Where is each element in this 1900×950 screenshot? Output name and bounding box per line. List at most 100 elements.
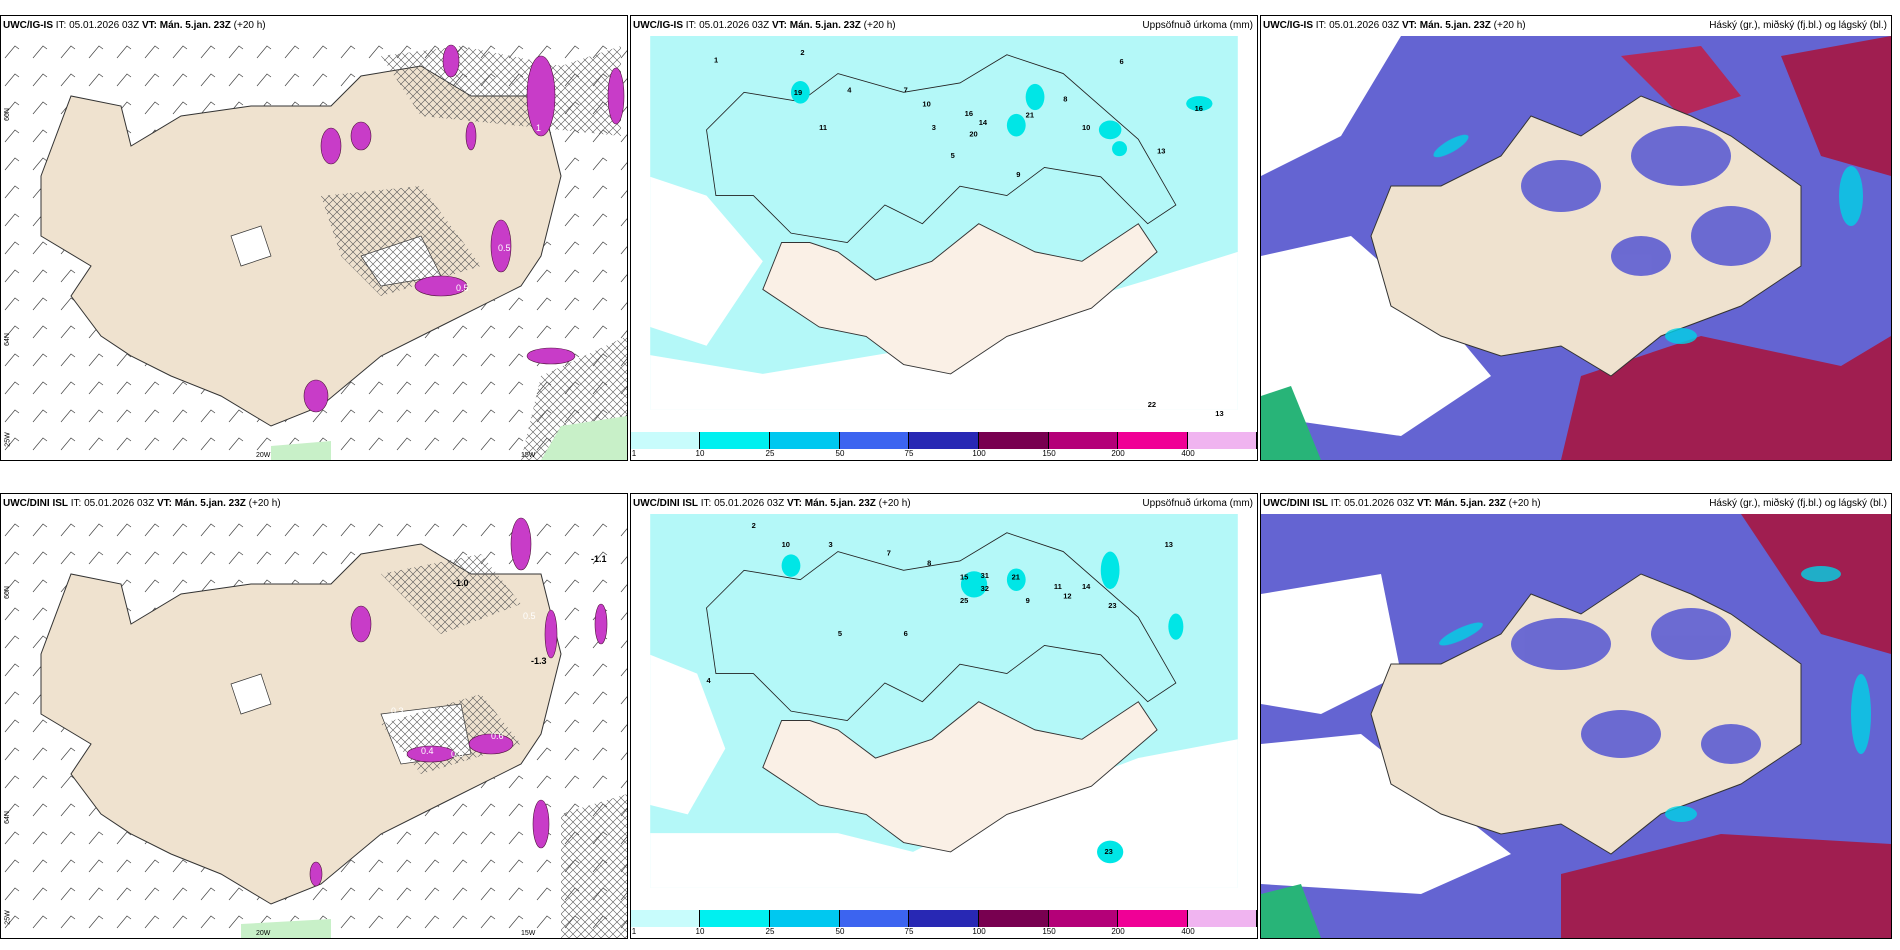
iceland-landmass — [762, 223, 1158, 375]
precip-value: 13 — [1157, 146, 1165, 155]
init-time: IT: 05.01.2026 03Z — [70, 498, 155, 509]
model-name: UWC/DINI ISL — [3, 498, 68, 509]
field-title: Háský (gr.), miðský (fj.bl.) og lágský (… — [1709, 20, 1887, 31]
cbar-swatch — [700, 910, 770, 927]
precip-value: 3 — [829, 540, 833, 549]
lat-label-25w: 25W — [4, 432, 12, 447]
cbar-swatch — [909, 432, 979, 449]
panel-dini-cloud: UWC/DINI ISL IT: 05.01.2026 03Z VT: Mán.… — [1260, 493, 1892, 939]
precip-value: 7 — [904, 85, 908, 94]
valid-time: VT: Mán. 5.jan. 23Z — [1416, 498, 1506, 509]
precip-value: 5 — [951, 151, 955, 160]
panel-header: UWC/IG-IS IT: 05.01.2026 03Z VT: Mán. 5.… — [1261, 16, 1891, 36]
precip-value: 21 — [1026, 111, 1034, 120]
cbar-tick: 150 — [1042, 449, 1056, 458]
precip-value: 10 — [782, 540, 790, 549]
cbar-tick: 50 — [835, 927, 845, 936]
precip-value: 9 — [1026, 596, 1030, 605]
colorbar: 1 10 25 50 75 100 150 200 400 — [631, 432, 1257, 460]
lead-time: (+20 h) — [878, 498, 911, 509]
lead-time: (+20 h) — [1493, 20, 1526, 31]
field-title: Háský (gr.), miðský (fj.bl.) og lágský (… — [1709, 498, 1887, 509]
precip-value: 21 — [1012, 573, 1020, 582]
precip-value: 19 — [794, 88, 802, 97]
field-title: Uppsöfnuð úrkoma (mm) — [1142, 498, 1253, 509]
cbar-tick: 10 — [695, 927, 705, 936]
valid-time: VT: Mán. 5.jan. 23Z — [156, 498, 246, 509]
valid-time: VT: Mán. 5.jan. 23Z — [1401, 20, 1491, 31]
cbar-tick: 100 — [972, 927, 986, 936]
cbar-tick: 100 — [972, 449, 986, 458]
lon-label-15w: 15W — [521, 930, 536, 937]
cbar-swatch — [1188, 910, 1257, 927]
wind-value: 0.5 — [451, 749, 464, 759]
precip-value: 14 — [1082, 582, 1091, 591]
cbar-swatch — [631, 910, 700, 927]
precip-value: 16 — [1195, 104, 1203, 113]
panel-ig-precip: UWC/IG-IS IT: 05.01.2026 03Z VT: Mán. 5.… — [630, 15, 1258, 461]
precip-map: 1 2 4 7 10 11 16 14 20 8 10 6 19 3 5 21 … — [650, 36, 1238, 418]
wind-value: 1 — [536, 123, 541, 133]
precip-value: 25 — [960, 596, 968, 605]
cbar-swatch — [1118, 910, 1188, 927]
cbar-swatch — [770, 432, 840, 449]
precip-value: 13 — [1165, 540, 1173, 549]
cbar-tick: 1 — [631, 927, 637, 936]
wind-value: -1.1 — [591, 554, 607, 564]
cbar-tick: 1 — [631, 449, 637, 458]
precip-value: 20 — [969, 129, 977, 138]
precip-value: 11 — [1054, 582, 1062, 591]
panel-header: UWC/DINI ISL IT: 05.01.2026 03Z VT: Mán.… — [1261, 494, 1891, 514]
precip-value: 15 — [960, 573, 968, 582]
precip-value: 14 — [979, 118, 988, 127]
precip-value: 8 — [1063, 95, 1067, 104]
init-time: IT: 05.01.2026 03Z — [1315, 20, 1400, 31]
precip-value: 9 — [1016, 170, 1020, 179]
wind-value: 0.3 — [391, 706, 404, 716]
precip-value: 4 — [707, 676, 712, 685]
cbar-tick: 200 — [1111, 927, 1125, 936]
cbar-swatch — [1049, 910, 1118, 927]
init-time: IT: 05.01.2026 03Z — [55, 20, 140, 31]
cbar-tick: 25 — [765, 927, 775, 936]
precip-value: 5 — [838, 629, 842, 638]
cloud-map — [1261, 36, 1891, 460]
cbar-swatch — [979, 910, 1049, 927]
iceland-landmass — [40, 543, 562, 905]
panel-header: UWC/DINI ISL IT: 05.01.2026 03Z VT: Mán.… — [631, 494, 1257, 514]
model-name: UWC/IG-IS — [633, 20, 683, 31]
model-name: UWC/IG-IS — [1263, 20, 1313, 31]
init-time: IT: 05.01.2026 03Z — [685, 20, 770, 31]
cbar-tick: 10 — [695, 449, 705, 458]
colorbar: 1 10 25 50 75 100 150 200 400 — [631, 910, 1257, 938]
wind-map: -1.0 -1.1 -1.3 0.3 0.4 0.5 0.6 0.5 — [1, 514, 627, 938]
lat-label-25w: 25W — [4, 910, 12, 925]
lat-label-66n: 66N — [3, 108, 11, 121]
precip-value: 2 — [752, 521, 756, 530]
precip-value: 23 — [1105, 847, 1113, 856]
precip-value: 11 — [819, 123, 827, 132]
lead-time: (+20 h) — [233, 20, 266, 31]
panel-header: UWC/IG-IS IT: 05.01.2026 03Z VT: Mán. 5.… — [1, 16, 627, 36]
panel-ig-cloud: UWC/IG-IS IT: 05.01.2026 03Z VT: Mán. 5.… — [1260, 15, 1892, 461]
valid-time: VT: Mán. 5.jan. 23Z — [141, 20, 231, 31]
precip-value: 22 — [1148, 400, 1156, 409]
cbar-tick: 75 — [904, 927, 914, 936]
lon-label-20w: 20W — [256, 452, 271, 459]
precip-value: 10 — [1082, 123, 1090, 132]
precip-value: 32 — [981, 584, 989, 593]
valid-time: VT: Mán. 5.jan. 23Z — [771, 20, 861, 31]
init-time: IT: 05.01.2026 03Z — [1330, 498, 1415, 509]
init-time: IT: 05.01.2026 03Z — [700, 498, 785, 509]
cbar-swatch — [700, 432, 770, 449]
cbar-swatch — [631, 432, 700, 449]
precip-value: 7 — [887, 548, 891, 557]
cbar-tick: 200 — [1111, 449, 1125, 458]
wind-value: 0.6 — [491, 731, 504, 741]
wind-value: 0.4 — [421, 746, 434, 756]
iceland-landmass — [762, 701, 1158, 853]
cbar-swatch — [1188, 432, 1257, 449]
model-name: UWC/IG-IS — [3, 20, 53, 31]
iceland-landmass — [40, 65, 562, 427]
cbar-tick: 400 — [1181, 449, 1195, 458]
